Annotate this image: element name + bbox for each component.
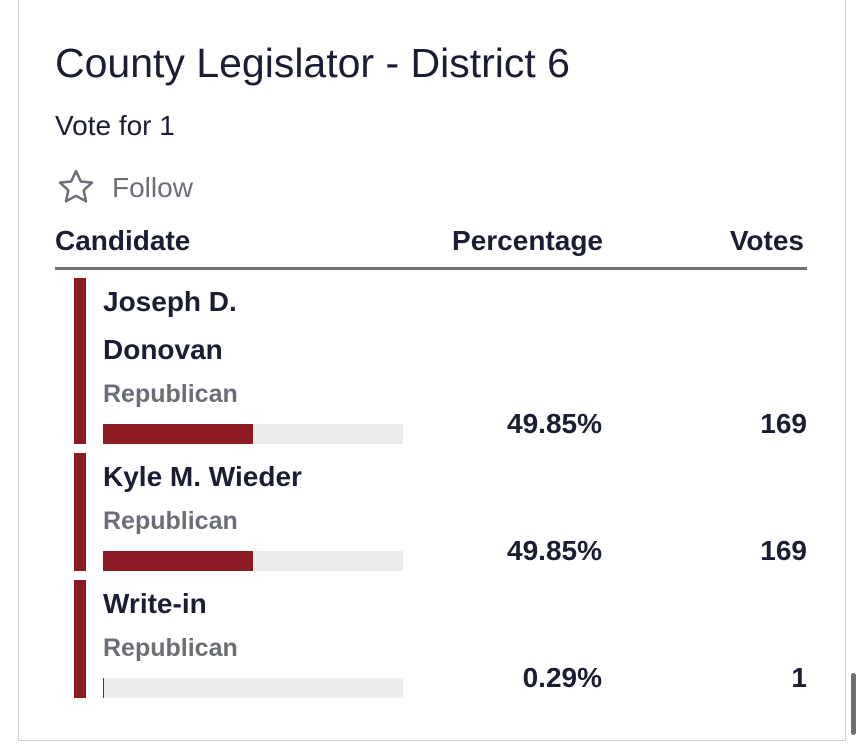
percentage-bar [103, 551, 253, 571]
results-table: Joseph D. Donovan Republican 49.85% 169 Kyle… [74, 278, 807, 707]
header-candidate: Candidate [55, 225, 191, 256]
votes: 1 [791, 662, 807, 693]
votes: 169 [760, 535, 807, 566]
percentage: 0.29% [522, 662, 602, 693]
percentage-track [103, 678, 403, 698]
vote-for: Vote for 1 [55, 110, 175, 141]
scrollbar [851, 673, 856, 735]
percentage: 49.85% [507, 535, 602, 566]
follow-button[interactable]: Follow [112, 172, 193, 203]
result-card [18, 0, 846, 741]
candidate-party: Republican [103, 634, 238, 662]
candidate-row: Write-in Republican 0.29% 1 [74, 580, 807, 698]
percentage-bar [103, 678, 104, 698]
header-rule [55, 267, 807, 270]
header-votes: Votes [729, 225, 804, 256]
candidate-party: Republican [103, 507, 238, 535]
contest-title: County Legislator - District 6 [55, 40, 570, 86]
candidate-name: Joseph D. Donovan [103, 286, 237, 365]
candidate-name: Write-in [103, 588, 207, 619]
percentage: 49.85% [507, 408, 602, 439]
header-percentage: Percentage [452, 225, 603, 256]
votes: 169 [760, 408, 807, 439]
star-icon[interactable] [55, 167, 97, 207]
candidate-party: Republican [103, 380, 238, 408]
candidate-row: Kyle M. Wieder Republican 49.85% 169 [74, 453, 807, 571]
percentage-bar [103, 424, 253, 444]
percentage-track [103, 424, 403, 444]
percentage-track [103, 551, 403, 571]
candidate-name: Kyle M. Wieder [103, 461, 302, 492]
candidate-row: Joseph D. Donovan Republican 49.85% 169 [74, 278, 807, 444]
